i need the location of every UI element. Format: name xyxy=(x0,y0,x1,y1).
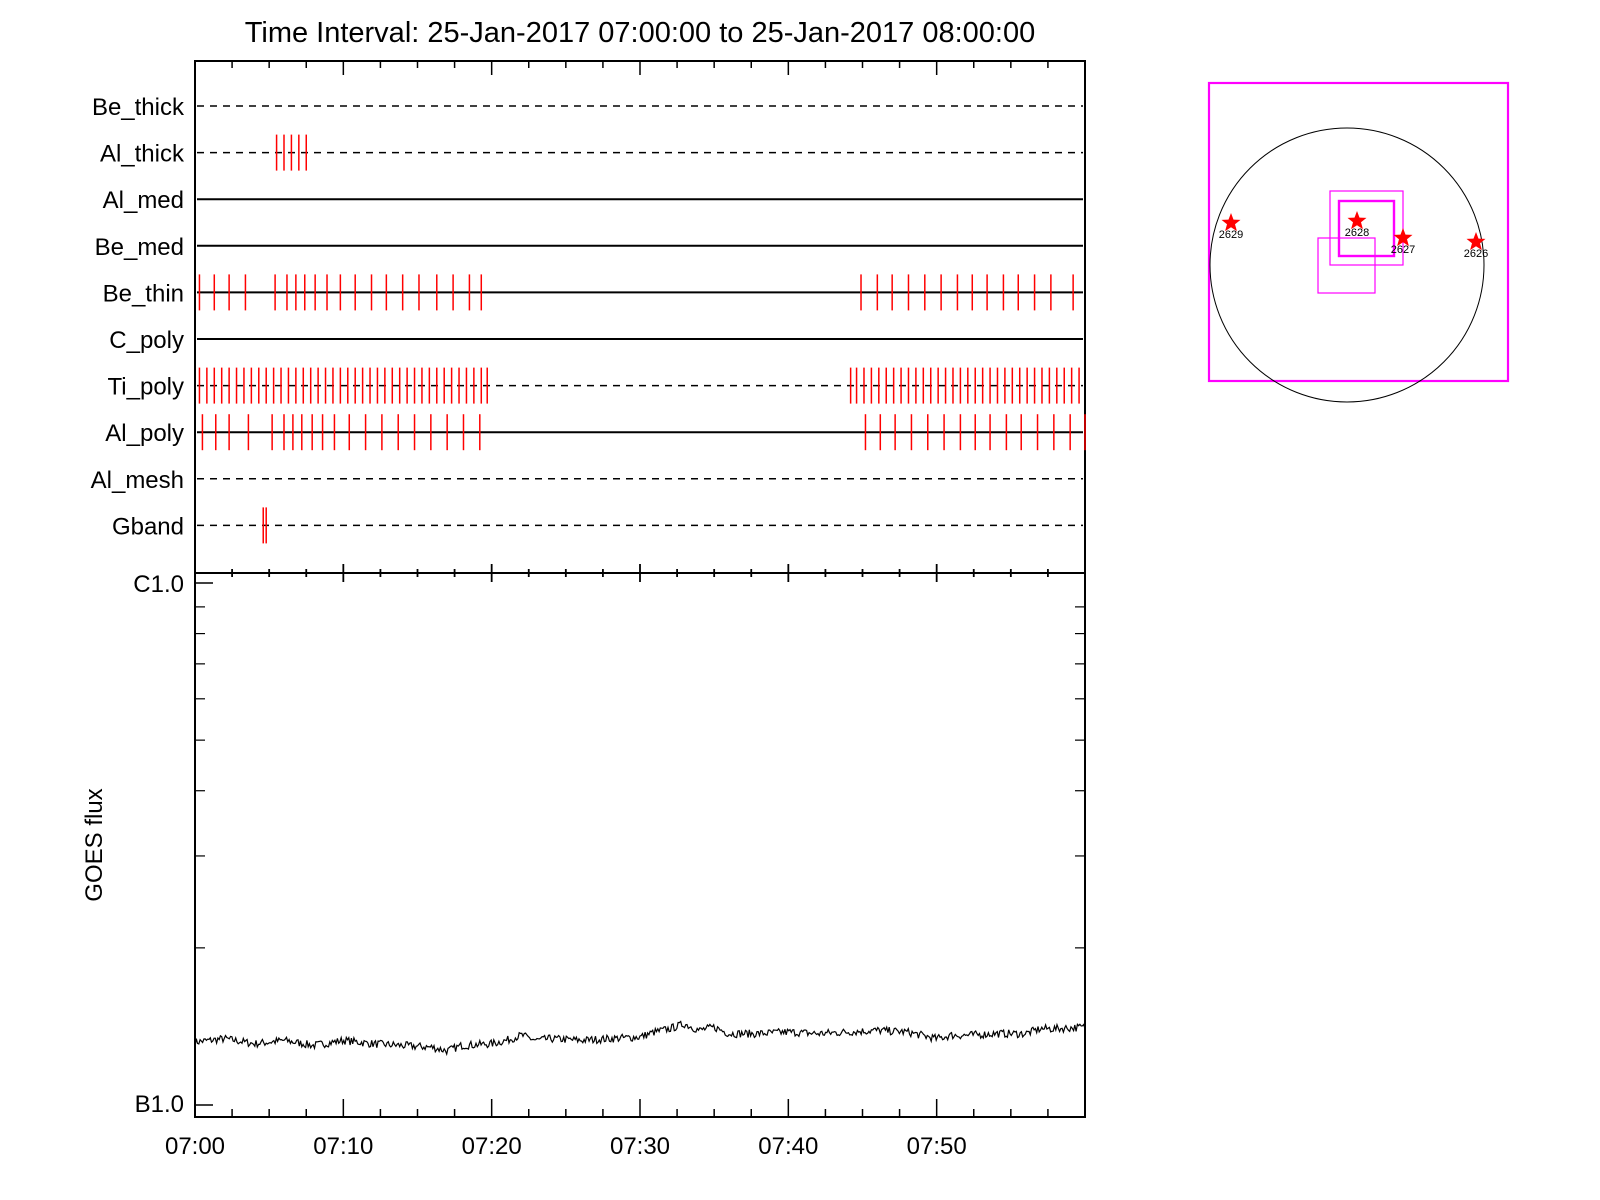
x-tick-label: 07:30 xyxy=(610,1133,670,1160)
timeline-row-label: Al_med xyxy=(103,187,184,214)
x-tick-label: 07:20 xyxy=(462,1133,522,1160)
subregion-box xyxy=(1337,199,1396,258)
y-tick-label: B1.0 xyxy=(135,1091,184,1118)
active-region-label: 2628 xyxy=(1345,227,1369,239)
figure-title: Time Interval: 25-Jan-2017 07:00:00 to 2… xyxy=(245,17,1036,49)
active-region-label: 2629 xyxy=(1219,229,1243,241)
timeline-row-label: Be_thick xyxy=(92,94,185,121)
subregion-box xyxy=(1317,237,1376,294)
active-region-star xyxy=(1393,228,1413,247)
y-tick-label: C1.0 xyxy=(133,571,184,598)
timeline-row-label: Al_mesh xyxy=(91,467,184,494)
active-region-label: 2627 xyxy=(1391,244,1415,256)
goes-flux-line xyxy=(194,1020,1086,1057)
active-region-star xyxy=(1347,211,1367,230)
solar-disk-map: 2629 2628 2627 2626 xyxy=(1207,81,1510,403)
x-tick-label: 07:40 xyxy=(758,1133,818,1160)
timeline-row-label: Gband xyxy=(112,513,184,540)
y-axis-label: GOES flux xyxy=(81,788,108,901)
timeline-row-label: Be_med xyxy=(95,234,184,261)
x-tick-label: 07:10 xyxy=(313,1133,373,1160)
fov-box xyxy=(1207,81,1510,383)
goes-flux-panel: 07:00 07:10 07:20 07:30 07:40 07:50 C1.0 B1.0 GO… xyxy=(81,564,1086,1160)
solar-limb xyxy=(1209,127,1485,403)
timeline-row-label: Al_poly xyxy=(105,420,184,447)
active-region-label: 2626 xyxy=(1464,248,1488,260)
x-tick-label: 07:00 xyxy=(165,1133,225,1160)
timeline-row-label: C_poly xyxy=(109,327,184,354)
active-region-star xyxy=(1466,232,1486,251)
active-region-star xyxy=(1221,213,1241,232)
attenuator-timeline-panel: Be_thick Al_thick Al_med Be_med Be_thin C_pol… xyxy=(91,60,1086,574)
timeline-row-label: Al_thick xyxy=(100,141,185,168)
timeline-row-label: Ti_poly xyxy=(108,374,184,401)
timeline-row-label: Be_thin xyxy=(103,280,184,307)
x-tick-label: 07:50 xyxy=(907,1133,967,1160)
timeline-frame xyxy=(194,60,1086,574)
